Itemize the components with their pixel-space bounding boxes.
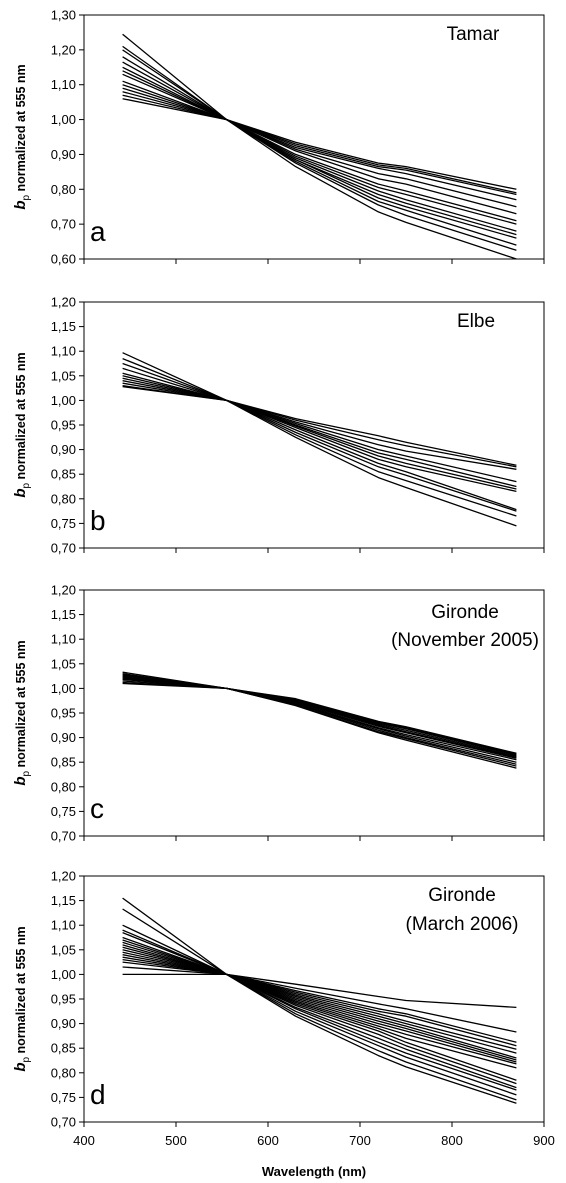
panel-title: Gironde: [428, 885, 496, 906]
y-tick-label: 1,15: [51, 607, 76, 622]
y-tick-label: 1,10: [51, 632, 76, 647]
panel-title: Elbe: [457, 311, 495, 332]
panel-letter: d: [90, 1079, 106, 1110]
series-line-1: [122, 352, 517, 527]
series-line-7: [122, 70, 517, 225]
series-line-11: [122, 682, 517, 754]
plot-frame: [83, 14, 545, 260]
y-tick-label: 0,90: [51, 442, 76, 457]
y-tick-label: 0,60: [51, 252, 76, 267]
y-tick-label: 0,80: [51, 779, 76, 794]
series-line-1: [122, 33, 517, 260]
chart-panel-b: 0,70 0,75 0,80 0,85 0,90 0,95 1,00 1,05 1,10 1,15…: [12, 295, 545, 556]
y-tick-label: 0,75: [51, 1090, 76, 1105]
y-tick-label: 0,70: [51, 1115, 76, 1130]
panel-letter: b: [90, 505, 106, 536]
series-line-18: [122, 973, 517, 1009]
x-axis-label: Wavelength (nm): [262, 1164, 366, 1179]
x-tick-label: 700: [349, 1133, 371, 1148]
y-tick-label: 1,20: [51, 295, 76, 310]
y-tick-label: 0,90: [51, 730, 76, 745]
series-line-5: [122, 675, 517, 761]
series-line-2: [122, 357, 517, 517]
series-line-5: [122, 931, 517, 1089]
series-line-3: [122, 924, 517, 1096]
series-line-1: [122, 897, 517, 1104]
y-tick-label: 0,75: [51, 516, 76, 531]
series-line-7: [122, 677, 517, 758]
series-line-17: [122, 966, 517, 1033]
y-tick-label: 1,10: [51, 918, 76, 933]
y-tick-label: 1,10: [51, 77, 76, 92]
series-line-2: [122, 672, 517, 767]
x-tick-label: 400: [73, 1133, 95, 1148]
y-tick-label: 1,05: [51, 656, 76, 671]
panel-title: (March 2006): [406, 914, 519, 935]
y-tick-label: 0,85: [51, 1041, 76, 1056]
y-tick-label: 1,00: [51, 967, 76, 982]
y-tick-label: 0,90: [51, 147, 76, 162]
y-tick-label: 0,90: [51, 1016, 76, 1031]
y-tick-label: 1,15: [51, 319, 76, 334]
y-tick-label: 0,85: [51, 755, 76, 770]
y-tick-label: 0,80: [51, 182, 76, 197]
x-tick-label: 800: [441, 1133, 463, 1148]
y-tick-label: 0,80: [51, 491, 76, 506]
series-line-4: [122, 367, 517, 511]
y-tick-label: 1,15: [51, 893, 76, 908]
series-line-11: [122, 385, 517, 466]
series-line-3: [122, 362, 517, 512]
x-tick-label: 900: [533, 1133, 555, 1148]
y-tick-label: 0,80: [51, 1065, 76, 1080]
y-tick-label: 1,20: [51, 42, 76, 57]
x-tick-label: 600: [257, 1133, 279, 1148]
y-tick-label: 0,75: [51, 804, 76, 819]
series-line-4: [122, 674, 517, 763]
plot-frame: [83, 589, 545, 837]
series-line-8: [122, 380, 517, 483]
series-line-8: [122, 73, 517, 222]
series-line-5: [122, 61, 517, 236]
y-tick-label: 1,20: [51, 583, 76, 598]
chart-panel-a: 0,60 0,70 0,80 0,90 1,00 1,10 1,20 1,30 Tamar a bp…: [12, 8, 545, 267]
series-line-4: [122, 56, 517, 239]
y-axis-label: bp normalized at 555 nm: [12, 352, 32, 497]
panel-title: (November 2005): [391, 630, 539, 651]
series-line-9: [122, 80, 517, 215]
y-tick-label: 1,05: [51, 368, 76, 383]
y-tick-label: 0,95: [51, 418, 76, 433]
y-axis-label: bp normalized at 555 nm: [12, 926, 32, 1071]
series-line-2: [122, 908, 517, 1101]
panel-letter: c: [90, 793, 104, 824]
panels: 0,60 0,70 0,80 0,90 1,00 1,10 1,20 1,30 Tamar a bp…: [12, 8, 555, 1149]
series-line-3: [122, 49, 517, 246]
y-tick-label: 0,70: [51, 217, 76, 232]
y-tick-label: 1,05: [51, 942, 76, 957]
y-tick-label: 1,00: [51, 393, 76, 408]
series-line-16: [122, 961, 517, 1043]
panel-title: Tamar: [447, 24, 500, 45]
panel-letter: a: [90, 216, 106, 247]
y-tick-label: 0,95: [51, 992, 76, 1007]
y-tick-label: 1,20: [51, 869, 76, 884]
y-tick-label: 1,00: [51, 681, 76, 696]
y-tick-label: 1,10: [51, 344, 76, 359]
chart-panel-d: 0,70 0,75 0,80 0,85 0,90 0,95 1,00 1,05 1,10 1,15…: [12, 869, 555, 1149]
series-line-14: [122, 98, 517, 190]
y-tick-label: 0,70: [51, 829, 76, 844]
y-tick-label: 0,95: [51, 706, 76, 721]
y-tick-label: 0,85: [51, 467, 76, 482]
series-line-13: [122, 94, 517, 194]
series-line-10: [122, 384, 517, 468]
y-tick-label: 1,00: [51, 112, 76, 127]
y-axis-label: bp normalized at 555 nm: [12, 640, 32, 785]
panel-title: Gironde: [431, 602, 499, 623]
x-tick-label: 500: [165, 1133, 187, 1148]
chart-panel-c: 0,70 0,75 0,80 0,85 0,90 0,95 1,00 1,05 1,10 1,15…: [12, 583, 545, 844]
y-axis-label: bp normalized at 555 nm: [12, 64, 32, 209]
y-tick-label: 0,70: [51, 541, 76, 556]
y-tick-label: 1,30: [51, 8, 76, 23]
